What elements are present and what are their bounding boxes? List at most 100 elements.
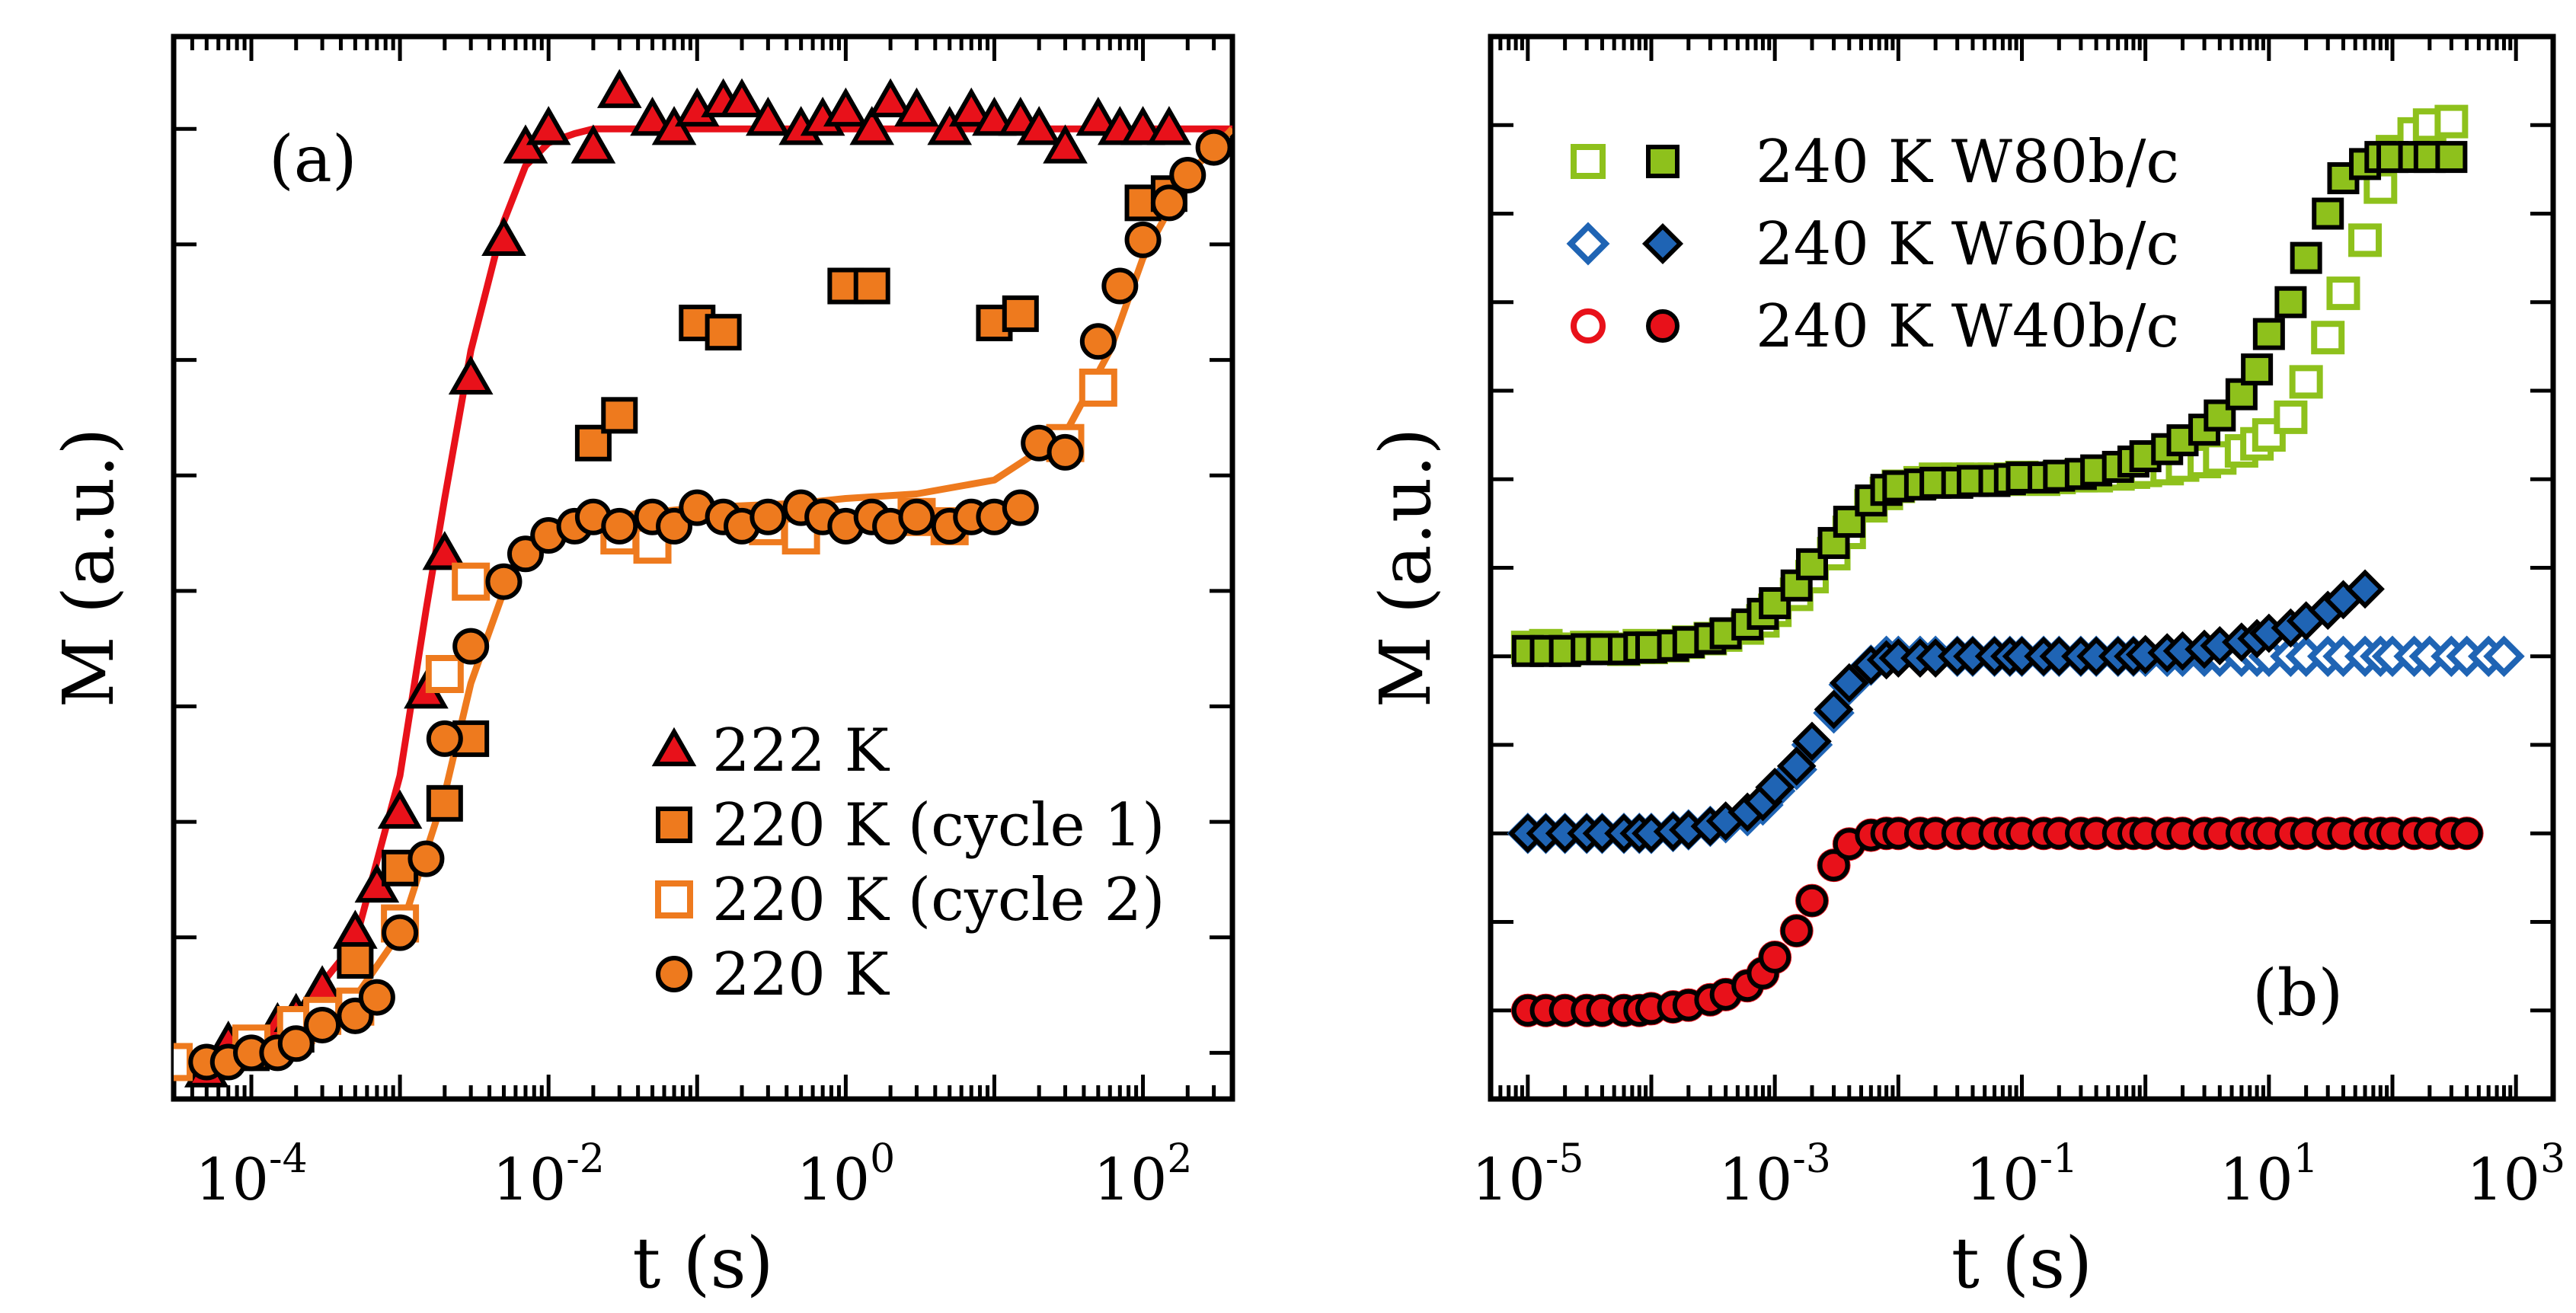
- data-point: [849, 106, 895, 145]
- data-point: [630, 96, 675, 136]
- plot-frame: [171, 34, 1235, 1102]
- data-point: [2289, 365, 2323, 399]
- data-point: [719, 78, 765, 118]
- data-point: [382, 914, 419, 951]
- data-point: [1759, 941, 1791, 973]
- x-tick-label: 10-5: [1472, 1136, 1584, 1213]
- x-tick-label: 102: [1094, 1136, 1193, 1213]
- data-point: [898, 498, 935, 535]
- panel-label: (a): [269, 122, 357, 196]
- data-point: [651, 106, 697, 145]
- data-point: [277, 1025, 315, 1062]
- series-W40_closed: [1511, 817, 2483, 1027]
- data-point: [1101, 267, 1139, 305]
- data-point: [746, 96, 791, 136]
- data-point: [1780, 915, 1813, 947]
- data-point: [426, 784, 463, 822]
- legend-marker-open: [1566, 222, 1610, 266]
- data-point: [2345, 569, 2385, 609]
- series-220K_c1: [233, 175, 1187, 1072]
- x-axis-label: t (s): [632, 1222, 773, 1304]
- data-point: [425, 655, 464, 693]
- legend-marker: [656, 956, 692, 992]
- data-point: [2274, 286, 2307, 318]
- y-axis-label: M (a.u.): [48, 428, 129, 708]
- legend-marker-closed: [1646, 145, 1680, 178]
- data-point: [481, 216, 526, 256]
- series-W80_closed: [1511, 141, 2468, 667]
- data-point: [1146, 106, 1192, 145]
- data-point: [1124, 221, 1162, 258]
- legend-label: 220 K (cycle 2): [712, 866, 1165, 934]
- series-220K_c2: [174, 368, 1117, 1081]
- data-point: [1792, 721, 1832, 762]
- data-point: [948, 87, 994, 127]
- data-point: [894, 87, 939, 127]
- data-area: [174, 69, 1232, 1088]
- data-point: [570, 124, 616, 164]
- data-point: [337, 942, 374, 979]
- data-point: [452, 562, 491, 601]
- series-W60_closed: [1507, 569, 2385, 854]
- data-point: [823, 87, 868, 127]
- data-point: [2326, 276, 2360, 311]
- x-tick-label: 101: [2220, 1136, 2319, 1213]
- legend-marker-open: [1571, 308, 1606, 343]
- data-point: [174, 1043, 193, 1081]
- data-point: [1814, 689, 1854, 730]
- data-point: [2450, 817, 2483, 850]
- panel-label: (b): [2252, 956, 2343, 1030]
- data-point: [1755, 767, 1795, 807]
- data-point: [1075, 96, 1121, 136]
- data-point: [426, 720, 463, 757]
- legend-marker-closed: [1646, 309, 1680, 343]
- data-point: [1120, 106, 1165, 145]
- data-point: [1759, 587, 1791, 619]
- series-220K: [188, 129, 1232, 1081]
- data-point: [2312, 197, 2344, 230]
- data-point: [853, 267, 890, 305]
- legend-label: 240 K W60b/c: [1756, 210, 2179, 279]
- x-tick-label: 10-4: [195, 1136, 307, 1213]
- data-point: [1195, 129, 1232, 166]
- data-point: [601, 507, 638, 545]
- data-point: [333, 909, 378, 949]
- x-tick-label: 100: [796, 1136, 895, 1213]
- data-point: [1795, 884, 1828, 917]
- data-point: [972, 96, 1017, 136]
- panel-b: 10-5 10-3 10-1 101 103 t (s) M (a.u.) (b) 240 K …: [1365, 34, 2565, 1304]
- data-point: [2434, 104, 2469, 139]
- data-point: [601, 397, 638, 434]
- data-point: [377, 789, 423, 829]
- data-point: [2241, 353, 2274, 386]
- legend: 240 K W80b/c 240 K W60b/c 240 K W40b/c: [1566, 128, 2179, 361]
- x-axis-label: t (s): [1951, 1222, 2092, 1304]
- data-point: [2290, 241, 2322, 274]
- data-point: [868, 78, 913, 118]
- data-point: [1002, 295, 1039, 332]
- data-point: [358, 979, 395, 1016]
- legend-marker: [655, 880, 693, 918]
- data-point: [1047, 433, 1084, 471]
- data-point: [507, 535, 544, 573]
- data-point: [1776, 746, 1817, 786]
- x-tick-label: 103: [2466, 1136, 2565, 1213]
- legend-label: 222 K: [712, 717, 890, 785]
- x-tick-label: 10-2: [492, 1136, 604, 1213]
- y-axis-label: M (a.u.): [1365, 428, 1446, 708]
- data-point: [485, 563, 523, 600]
- data-area: [1507, 104, 2525, 1027]
- legend-marker-open: [1571, 144, 1606, 179]
- data-point: [1817, 849, 1850, 882]
- legend-label: 240 K W80b/c: [1756, 128, 2179, 196]
- data-point: [503, 124, 548, 164]
- x-tick-label: 10-3: [1718, 1136, 1830, 1213]
- data-point: [927, 106, 973, 145]
- data-point: [705, 314, 742, 351]
- legend-marker: [651, 727, 697, 767]
- data-point: [596, 69, 642, 108]
- legend-marker-closed: [1641, 222, 1684, 265]
